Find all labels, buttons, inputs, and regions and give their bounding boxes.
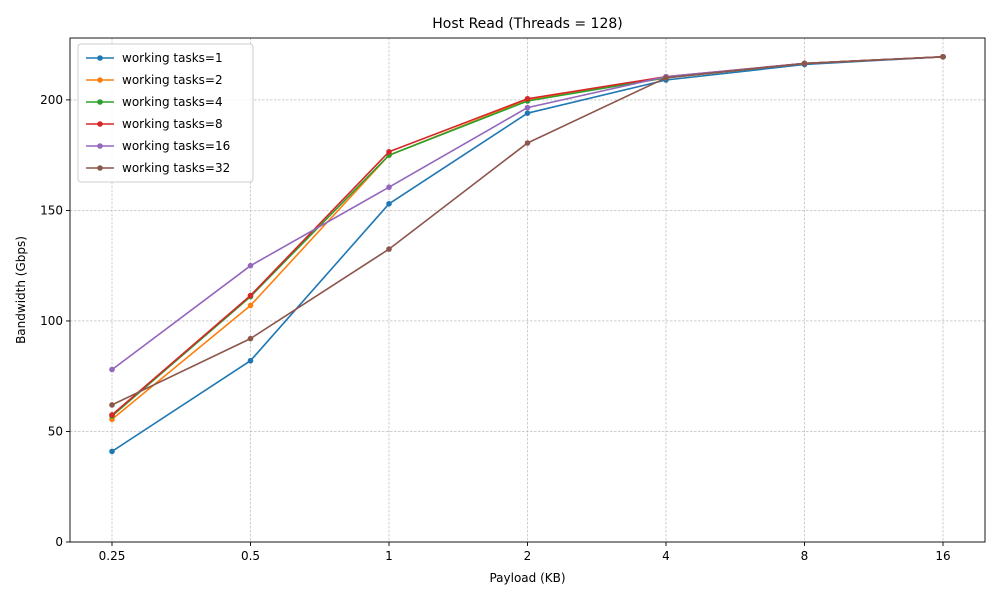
legend-swatch-marker [97, 77, 103, 83]
data-point [247, 262, 254, 269]
y-tick-label: 50 [48, 424, 63, 438]
x-tick-label: 0.5 [241, 549, 260, 563]
data-point [940, 53, 946, 60]
legend-swatch-marker [97, 55, 103, 61]
data-point [109, 366, 115, 373]
legend-swatch-marker [97, 121, 103, 127]
data-point [524, 140, 531, 146]
data-point [524, 104, 531, 111]
x-tick-label: 1 [385, 549, 393, 563]
y-axis: 0 50 100 150 200 [40, 93, 70, 549]
legend-label: working tasks=1 [122, 51, 223, 65]
x-tick-label: 16 [935, 549, 950, 563]
y-tick-label: 150 [40, 203, 63, 217]
data-point [247, 357, 254, 364]
data-point [386, 200, 392, 207]
series-layer [109, 53, 946, 455]
x-axis-title: Payload (KB) [489, 571, 565, 585]
legend-item: working tasks=8 [86, 117, 223, 131]
data-point [247, 302, 254, 309]
series-6 [109, 53, 946, 408]
data-point [109, 448, 115, 455]
data-point [524, 95, 531, 102]
data-point [801, 60, 808, 67]
data-point [247, 292, 254, 299]
data-point [247, 335, 254, 342]
data-point [663, 74, 669, 81]
legend-item: working tasks=16 [86, 139, 230, 153]
legend-label: working tasks=8 [122, 117, 223, 131]
legend-label: working tasks=16 [122, 139, 230, 153]
data-point [524, 110, 531, 116]
chart-title: Host Read (Threads = 128) [432, 16, 622, 32]
data-point [386, 184, 392, 191]
y-tick-label: 0 [55, 535, 63, 549]
x-tick-label: 0.25 [99, 549, 126, 563]
legend-label: working tasks=4 [122, 95, 223, 109]
legend: working tasks=1 working tasks=2 working ta… [77, 43, 254, 183]
legend-frame [77, 43, 254, 183]
y-tick-label: 100 [40, 314, 63, 328]
legend-swatch-marker [97, 143, 103, 149]
legend-swatch-marker [97, 99, 103, 105]
data-point [109, 402, 115, 408]
x-tick-label: 2 [524, 549, 532, 563]
legend-label: working tasks=32 [122, 161, 230, 175]
x-tick-label: 4 [662, 549, 670, 563]
legend-swatch-marker [97, 165, 103, 171]
legend-item: working tasks=1 [86, 51, 223, 65]
legend-label: working tasks=2 [122, 73, 223, 87]
y-tick-label: 200 [40, 93, 63, 107]
data-point [109, 412, 115, 418]
legend-item: working tasks=2 [86, 73, 223, 87]
x-axis: 0.25 0.5 1 2 4 8 16 [99, 542, 951, 563]
legend-item: working tasks=4 [86, 95, 223, 109]
x-tick-label: 8 [801, 549, 809, 563]
legend-item: working tasks=32 [86, 161, 230, 175]
data-point [386, 246, 392, 252]
data-point [386, 149, 392, 155]
y-axis-title: Bandwidth (Gbps) [14, 236, 28, 344]
